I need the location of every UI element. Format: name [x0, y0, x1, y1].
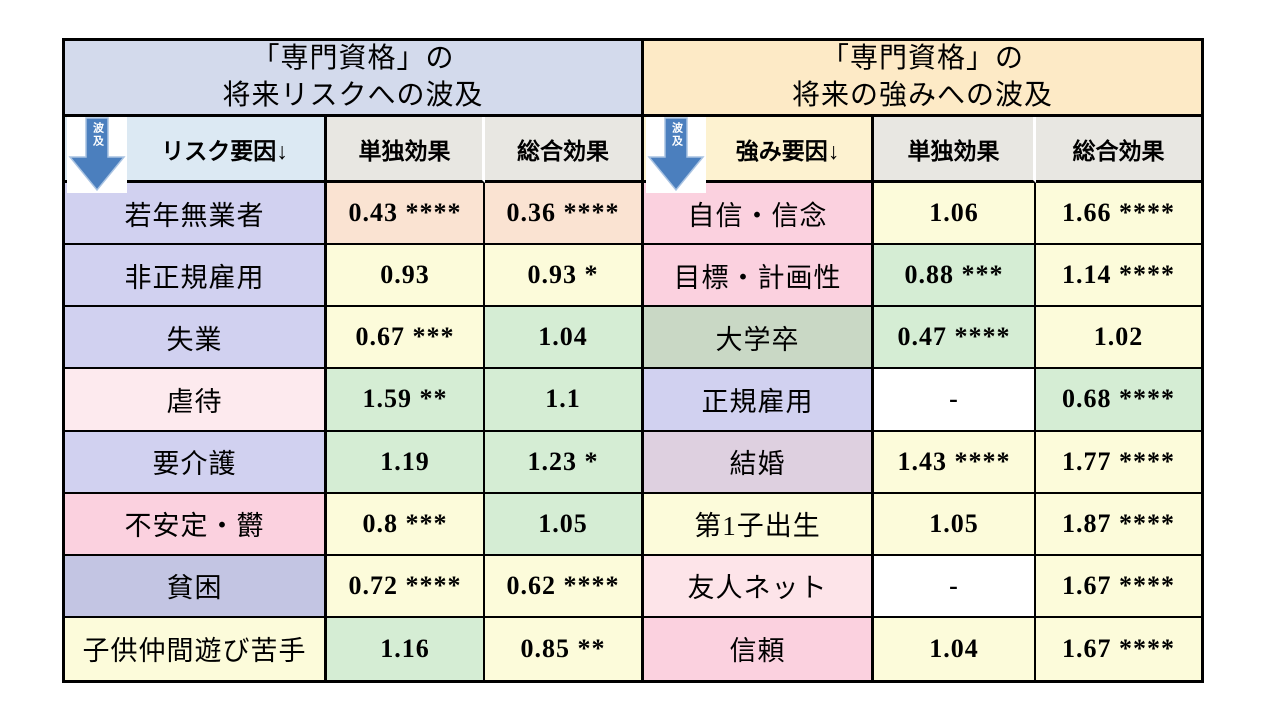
risk-factor-cell: 要介護 — [65, 431, 327, 494]
risk-factor-header-cell: 波及 リスク要因↓ — [65, 117, 327, 193]
risk-factor-cell: 非正規雇用 — [65, 245, 327, 308]
risk-single-effect-cell: 0.8 *** — [327, 493, 485, 556]
strength-total-effect-cell: 1.67 **** — [1036, 617, 1201, 680]
strength-total-effect-cell: 1.66 **** — [1036, 183, 1201, 246]
strength-factor-cell: 目標・計画性 — [644, 245, 874, 308]
strength-total-effect-cell: 1.02 — [1036, 307, 1201, 370]
strength-factor-cell: 友人ネット — [644, 555, 874, 618]
strength-factor-header-label: 強み要因↓ — [735, 137, 840, 164]
strength-total-effect-cell: 1.14 **** — [1036, 245, 1201, 308]
strength-factor-cell: 正規雇用 — [644, 369, 874, 432]
strength-single-effect-cell: 0.88 *** — [874, 245, 1036, 308]
risk-total-effect-cell: 0.85 ** — [485, 617, 644, 680]
left-single-effect-header: 単独効果 — [327, 117, 485, 183]
strength-single-effect-cell: 1.43 **** — [874, 431, 1036, 494]
strength-single-effect-cell: 0.47 **** — [874, 307, 1036, 370]
risk-total-effect-cell: 0.62 **** — [485, 555, 644, 618]
arrow-label: 波及 — [670, 122, 683, 148]
strength-total-effect-cell: 1.67 **** — [1036, 555, 1201, 618]
left-total-effect-header: 総合効果 — [485, 117, 644, 183]
risk-single-effect-cell: 0.93 — [327, 245, 485, 308]
risk-total-effect-cell: 1.1 — [485, 369, 644, 432]
risk-factor-cell: 貧困 — [65, 555, 327, 618]
right-title-line1: 「専門資格」の — [820, 42, 1024, 74]
risk-factor-cell: 若年無業者 — [65, 183, 327, 246]
strength-single-effect-cell: 1.06 — [874, 183, 1036, 246]
right-total-effect-header: 総合効果 — [1036, 117, 1201, 183]
risk-single-effect-cell: 0.67 *** — [327, 307, 485, 370]
strength-single-effect-cell: - — [874, 555, 1036, 618]
strength-single-effect-cell: 1.05 — [874, 493, 1036, 556]
risk-factor-cell: 失業 — [65, 307, 327, 370]
risk-factor-cell: 虐待 — [65, 369, 327, 432]
risk-total-effect-cell: 0.36 **** — [485, 183, 644, 246]
strength-factor-cell: 自信・信念 — [644, 183, 874, 246]
strength-factor-header-cell: 波及 強み要因↓ — [644, 117, 874, 193]
risk-total-effect-cell: 1.04 — [485, 307, 644, 370]
strength-factor-cell: 第1子出生 — [644, 493, 874, 556]
right-single-effect-header: 単独効果 — [874, 117, 1036, 183]
risk-single-effect-cell: 0.72 **** — [327, 555, 485, 618]
strength-factor-cell: 結婚 — [644, 431, 874, 494]
risk-total-effect-cell: 0.93 * — [485, 245, 644, 308]
risk-factor-cell: 子供仲間遊び苦手 — [65, 617, 327, 680]
risk-single-effect-cell: 1.59 ** — [327, 369, 485, 432]
spillover-down-arrow-icon: 波及 — [646, 117, 706, 193]
strength-factor-cell: 大学卒 — [644, 307, 874, 370]
strength-total-effect-cell: 1.77 **** — [1036, 431, 1201, 494]
risk-single-effect-cell: 1.16 — [327, 617, 485, 680]
right-table-title: 「専門資格」の 将来の強みへの波及 — [644, 41, 1201, 117]
spillover-effects-table: 「専門資格」の 将来リスクへの波及 「専門資格」の 将来の強みへの波及 波及 リ… — [62, 38, 1204, 683]
risk-factor-cell: 不安定・欝 — [65, 493, 327, 556]
risk-factor-header-label: リスク要因↓ — [161, 137, 288, 164]
left-title-line2: 将来リスクへの波及 — [222, 79, 484, 111]
left-table-title: 「専門資格」の 将来リスクへの波及 — [65, 41, 644, 117]
strength-factor-cell: 信頼 — [644, 617, 874, 680]
right-title-line2: 将来の強みへの波及 — [791, 79, 1053, 111]
risk-total-effect-cell: 1.23 * — [485, 431, 644, 494]
risk-total-effect-cell: 1.05 — [485, 493, 644, 556]
strength-total-effect-cell: 0.68 **** — [1036, 369, 1201, 432]
left-title-line1: 「専門資格」の — [251, 42, 455, 74]
strength-total-effect-cell: 1.87 **** — [1036, 493, 1201, 556]
risk-single-effect-cell: 1.19 — [327, 431, 485, 494]
strength-single-effect-cell: - — [874, 369, 1036, 432]
arrow-label: 波及 — [91, 122, 104, 148]
spillover-down-arrow-icon: 波及 — [67, 117, 127, 193]
strength-single-effect-cell: 1.04 — [874, 617, 1036, 680]
risk-single-effect-cell: 0.43 **** — [327, 183, 485, 246]
